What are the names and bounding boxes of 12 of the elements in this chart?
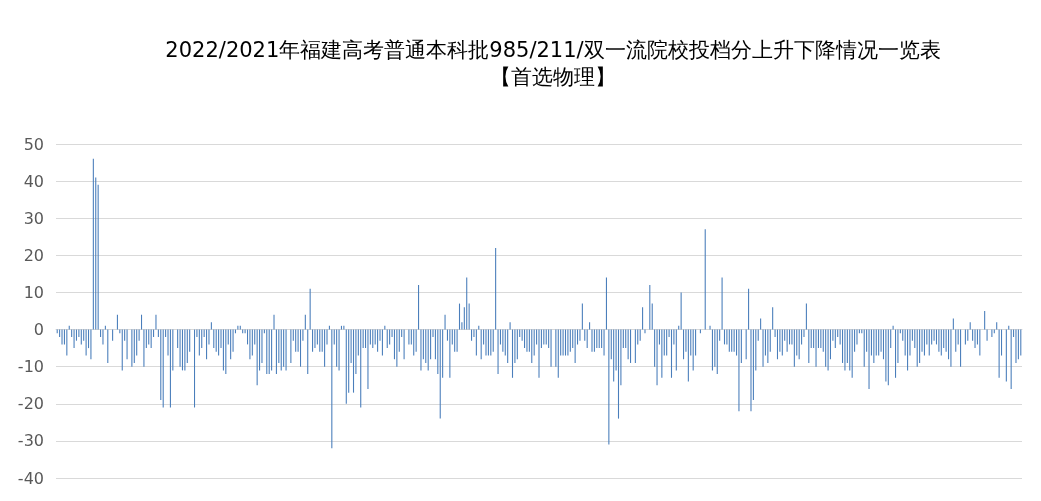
chart-title: 2022/2021年福建高考普通本科批985/211/双一流院校投档分上升下降情况一览表 — [165, 37, 941, 62]
y-tick-label: 20 — [23, 245, 44, 265]
y-tick-label: 50 — [23, 134, 44, 154]
y-tick-label: -40 — [17, 468, 44, 488]
y-tick-label: 30 — [23, 208, 44, 228]
y-tick-label: 0 — [33, 320, 44, 340]
y-tick-label: 40 — [23, 171, 44, 191]
y-tick-label: 10 — [23, 282, 44, 302]
y-tick-label: -30 — [17, 431, 44, 451]
y-tick-label: -10 — [17, 357, 44, 377]
chart-subtitle: 【首选物理】 — [490, 64, 616, 89]
y-tick-label: -20 — [17, 394, 44, 414]
